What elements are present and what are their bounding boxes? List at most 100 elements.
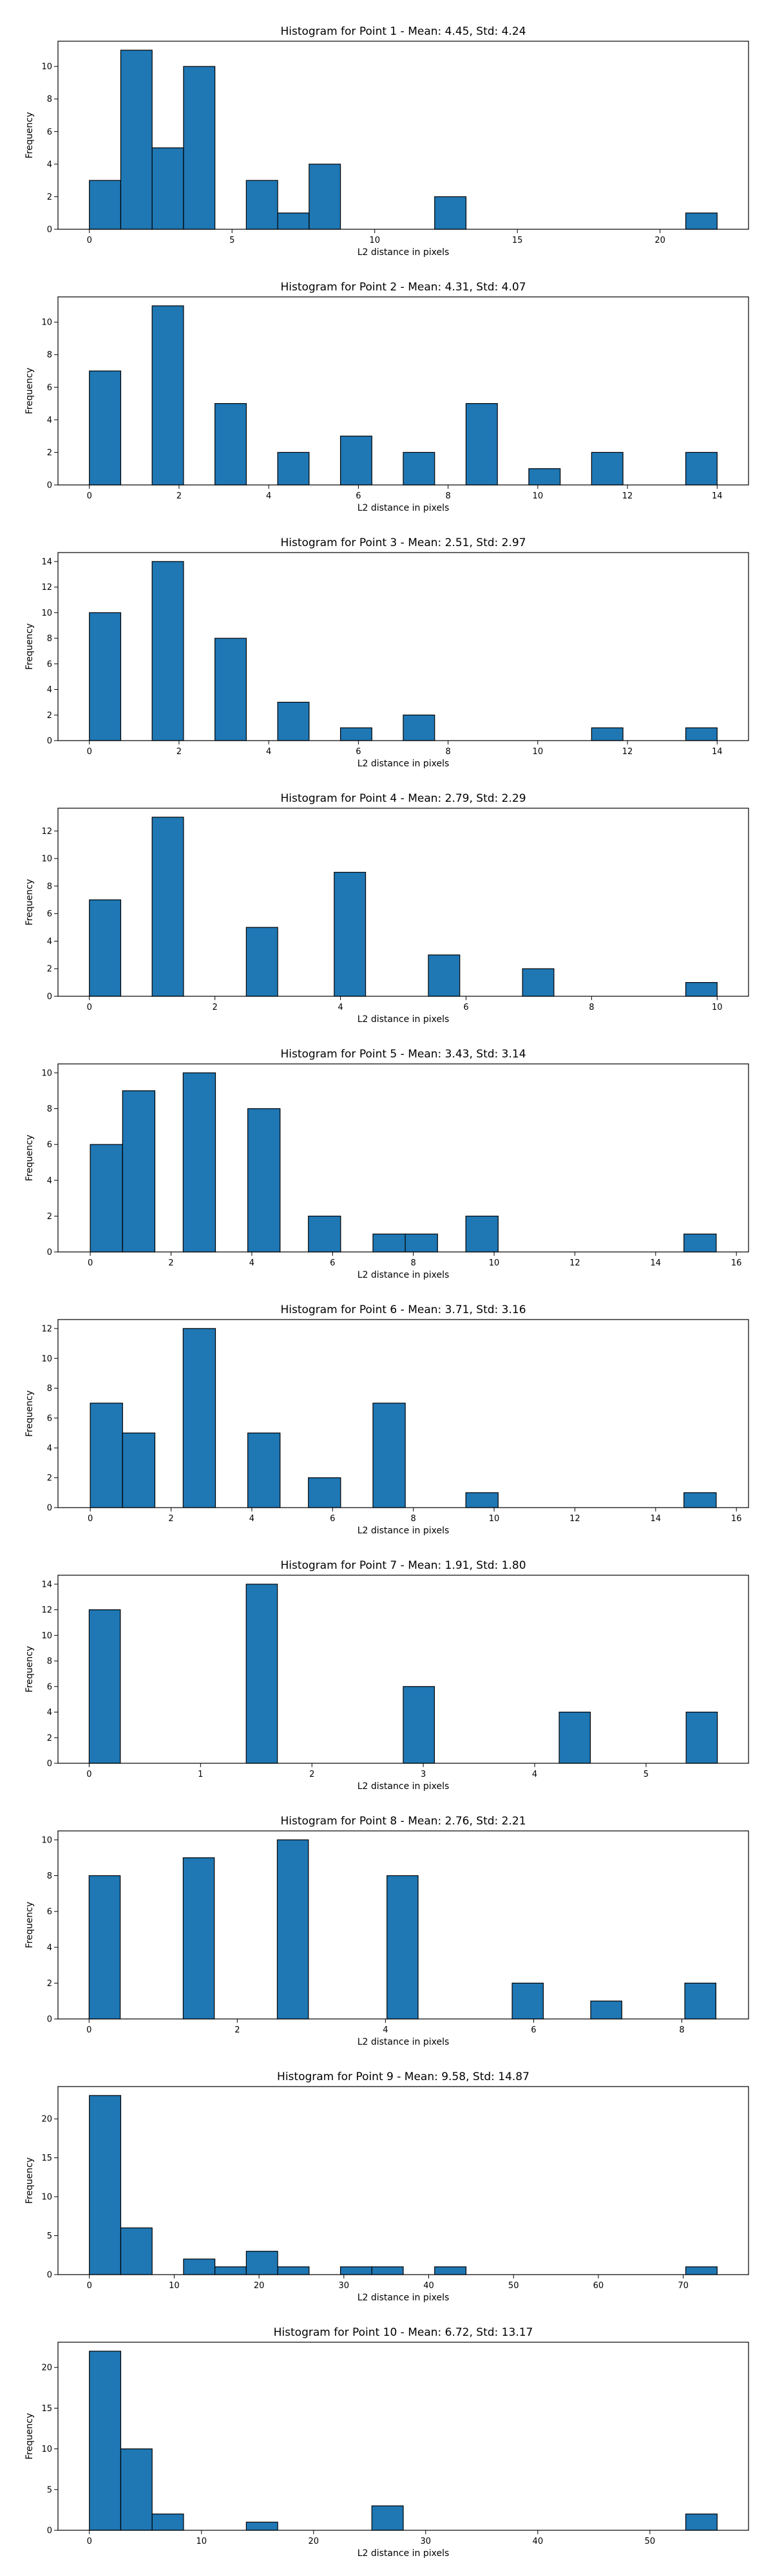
histogram-chart-8: Histogram for Point 8 - Mean: 2.76, Std:…	[24, 1815, 749, 2047]
histogram-bar	[120, 2227, 153, 2275]
histogram-bar	[428, 954, 461, 997]
x-tick-label: 60	[593, 2281, 604, 2291]
x-tick-label: 6	[356, 747, 361, 757]
y-tick-label: 4	[47, 685, 52, 695]
histogram-bar	[215, 638, 247, 741]
y-axis-label: Frequency	[24, 2157, 35, 2204]
x-tick-label: 0	[87, 2281, 92, 2291]
histogram-bar	[276, 1839, 309, 2020]
x-tick-label: 30	[421, 2537, 432, 2546]
y-tick-label: 8	[47, 1104, 52, 1114]
histogram-bar	[151, 305, 184, 486]
x-tick-label: 14	[651, 1514, 662, 1524]
x-tick-label: 2	[168, 1258, 173, 1268]
x-tick-label: 8	[445, 491, 450, 501]
chart-title: Histogram for Point 6 - Mean: 3.71, Std:…	[280, 1303, 526, 1316]
histogram-bar	[371, 2505, 404, 2531]
y-tick-label: 12	[41, 1605, 52, 1615]
x-axis-label: L2 distance in pixels	[358, 247, 450, 258]
histogram-bar	[511, 1982, 544, 2020]
x-tick-label: 6	[330, 1258, 335, 1268]
histogram-bar	[247, 1432, 281, 1508]
histogram-chart-5: Histogram for Point 5 - Mean: 3.43, Std:…	[24, 1048, 749, 1280]
x-tick-label: 8	[589, 1003, 594, 1012]
histogram-bar	[89, 2351, 122, 2531]
y-tick-label: 12	[41, 1324, 52, 1334]
y-tick-label: 2	[47, 711, 52, 721]
x-axis-label: L2 distance in pixels	[358, 2548, 450, 2559]
histogram-bar	[334, 871, 367, 997]
histogram-bar	[372, 1403, 406, 1508]
x-tick-label: 4	[266, 491, 271, 501]
histogram-bar	[151, 2514, 184, 2531]
histogram-bar	[684, 1982, 716, 2020]
histogram-bar	[245, 2521, 278, 2531]
x-tick-label: 50	[508, 2281, 519, 2291]
histogram-bar	[405, 1233, 438, 1253]
x-tick-label: 10	[489, 1514, 500, 1524]
y-tick-label: 10	[41, 318, 52, 328]
histogram-bar	[245, 2251, 278, 2275]
histogram-bar	[403, 714, 435, 741]
chart-title: Histogram for Point 9 - Mean: 9.58, Std:…	[277, 2070, 530, 2083]
y-tick-label: 6	[47, 659, 52, 669]
x-tick-label: 12	[622, 747, 633, 757]
x-tick-label: 10	[169, 2281, 180, 2291]
y-tick-label: 5	[47, 2485, 52, 2495]
y-tick-label: 0	[47, 2015, 52, 2025]
y-tick-label: 0	[47, 225, 52, 235]
histogram-bar	[465, 402, 498, 486]
y-tick-label: 10	[41, 609, 52, 618]
x-tick-label: 0	[86, 2025, 91, 2035]
x-tick-label: 14	[712, 747, 723, 757]
x-axis-label: L2 distance in pixels	[358, 2037, 450, 2047]
x-tick-label: 4	[532, 1770, 537, 1779]
x-tick-label: 12	[569, 1514, 580, 1524]
plot-frame	[57, 1830, 749, 2020]
histogram-bar	[247, 1108, 281, 1253]
y-tick-label: 2	[47, 965, 52, 974]
y-tick-label: 6	[47, 128, 52, 137]
plot-frame	[57, 808, 749, 997]
y-tick-label: 10	[41, 1631, 52, 1641]
y-tick-label: 4	[47, 415, 52, 425]
histogram-bar	[122, 1090, 156, 1253]
histogram-chart-6: Histogram for Point 6 - Mean: 3.71, Std:…	[24, 1303, 749, 1536]
histogram-bar	[277, 701, 310, 741]
x-tick-label: 10	[369, 236, 380, 245]
histogram-bar	[371, 2266, 404, 2275]
y-tick-label: 15	[41, 2404, 52, 2414]
x-tick-label: 4	[249, 1258, 254, 1268]
histogram-bar	[88, 1875, 121, 2020]
chart-title: Histogram for Point 4 - Mean: 2.79, Std:…	[280, 792, 526, 805]
chart-title: Histogram for Point 1 - Mean: 4.45, Std:…	[280, 25, 526, 38]
plot-frame	[57, 1319, 749, 1508]
y-tick-label: 10	[41, 2445, 52, 2454]
x-tick-label: 70	[678, 2281, 689, 2291]
x-axis-label: L2 distance in pixels	[358, 503, 450, 513]
histogram-bar	[339, 435, 372, 486]
x-tick-label: 8	[679, 2025, 684, 2035]
x-tick-label: 2	[234, 2025, 240, 2035]
histogram-bar	[151, 561, 184, 741]
x-tick-label: 5	[229, 236, 234, 245]
y-tick-label: 2	[47, 448, 52, 458]
x-tick-label: 4	[249, 1514, 254, 1524]
y-tick-label: 6	[47, 383, 52, 393]
x-tick-label: 10	[533, 747, 544, 757]
histogram-bar	[528, 468, 561, 486]
x-tick-label: 4	[266, 747, 271, 757]
y-tick-label: 0	[47, 1759, 52, 1769]
y-axis-label: Frequency	[24, 1646, 35, 1692]
x-tick-label: 8	[411, 1514, 416, 1524]
histogram-bar	[522, 968, 555, 997]
histogram-bar	[685, 2514, 718, 2531]
x-tick-label: 16	[731, 1258, 742, 1268]
histogram-bar	[120, 50, 153, 230]
y-tick-label: 14	[41, 1580, 52, 1589]
plot-frame	[57, 1063, 749, 1253]
histogram-bar	[245, 180, 278, 230]
x-tick-label: 10	[489, 1258, 500, 1268]
x-tick-label: 0	[88, 1258, 93, 1268]
x-tick-label: 0	[87, 1003, 92, 1012]
